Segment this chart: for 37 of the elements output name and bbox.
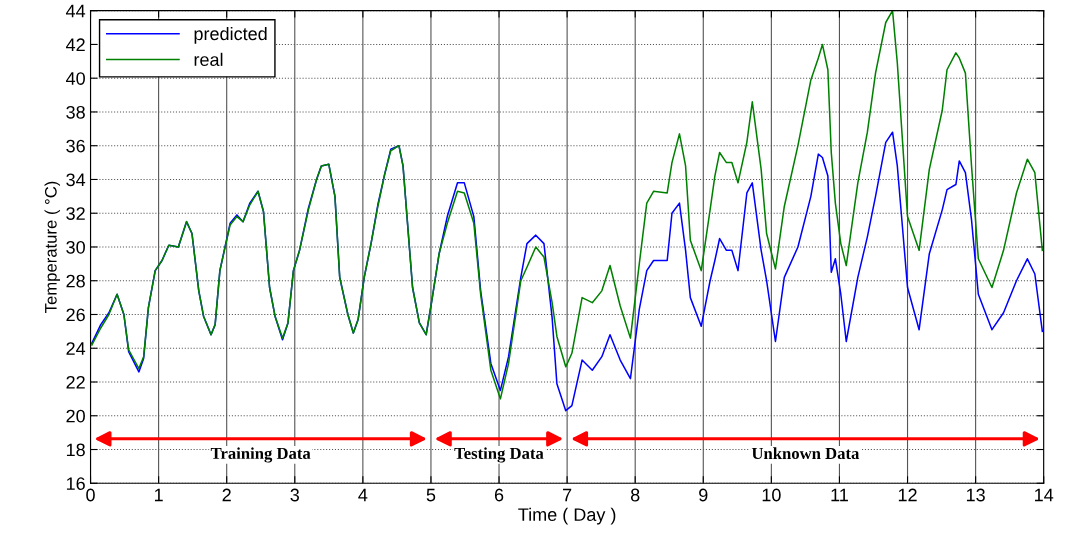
x-tick-label: 2 xyxy=(222,488,231,502)
x-tick-label: 10 xyxy=(762,488,781,502)
y-tick-label: 42 xyxy=(66,38,85,51)
x-tick-label: 0 xyxy=(86,488,95,502)
y-tick-label: 24 xyxy=(66,342,86,355)
x-tick-label: 14 xyxy=(1035,488,1054,502)
y-tick-label: 38 xyxy=(66,105,85,119)
x-tick-label: 8 xyxy=(630,488,640,502)
y-tick-label: 32 xyxy=(66,207,85,220)
y-tick-label: 22 xyxy=(66,375,85,389)
y-tick-label: 20 xyxy=(66,409,85,423)
x-tick-label: 1 xyxy=(154,488,163,502)
x-tick-label: 6 xyxy=(494,488,504,502)
x-axis-title: Time ( Day ) xyxy=(518,507,616,525)
x-tick-label: 5 xyxy=(426,488,436,502)
y-tick-label: 30 xyxy=(66,240,85,254)
legend-label: real xyxy=(194,52,223,67)
annotation: Unknown Data xyxy=(751,447,860,460)
x-tick-label: 7 xyxy=(563,488,572,502)
y-axis-title: Temperature ( °C) xyxy=(44,181,61,313)
y-tick-label: 26 xyxy=(66,308,85,322)
y-tick-label: 40 xyxy=(66,72,85,85)
x-tick-label: 11 xyxy=(831,488,848,502)
x-tick-label: 12 xyxy=(898,488,917,502)
x-tick-label: 13 xyxy=(966,488,985,502)
y-tick-label: 28 xyxy=(66,274,85,288)
y-tick-label: 16 xyxy=(66,477,85,490)
x-tick-label: 9 xyxy=(699,488,708,502)
annotation: Training Data xyxy=(210,447,311,463)
x-tick-label: 4 xyxy=(358,488,368,502)
y-tick-label: 18 xyxy=(66,443,85,457)
y-tick-label: 36 xyxy=(66,139,85,153)
legend-label: predicted xyxy=(194,26,267,44)
y-tick-label: 34 xyxy=(66,173,86,187)
y-tick-label: 44 xyxy=(66,4,86,18)
annotation: Testing Data xyxy=(454,447,544,463)
x-tick-label: 3 xyxy=(290,488,299,502)
